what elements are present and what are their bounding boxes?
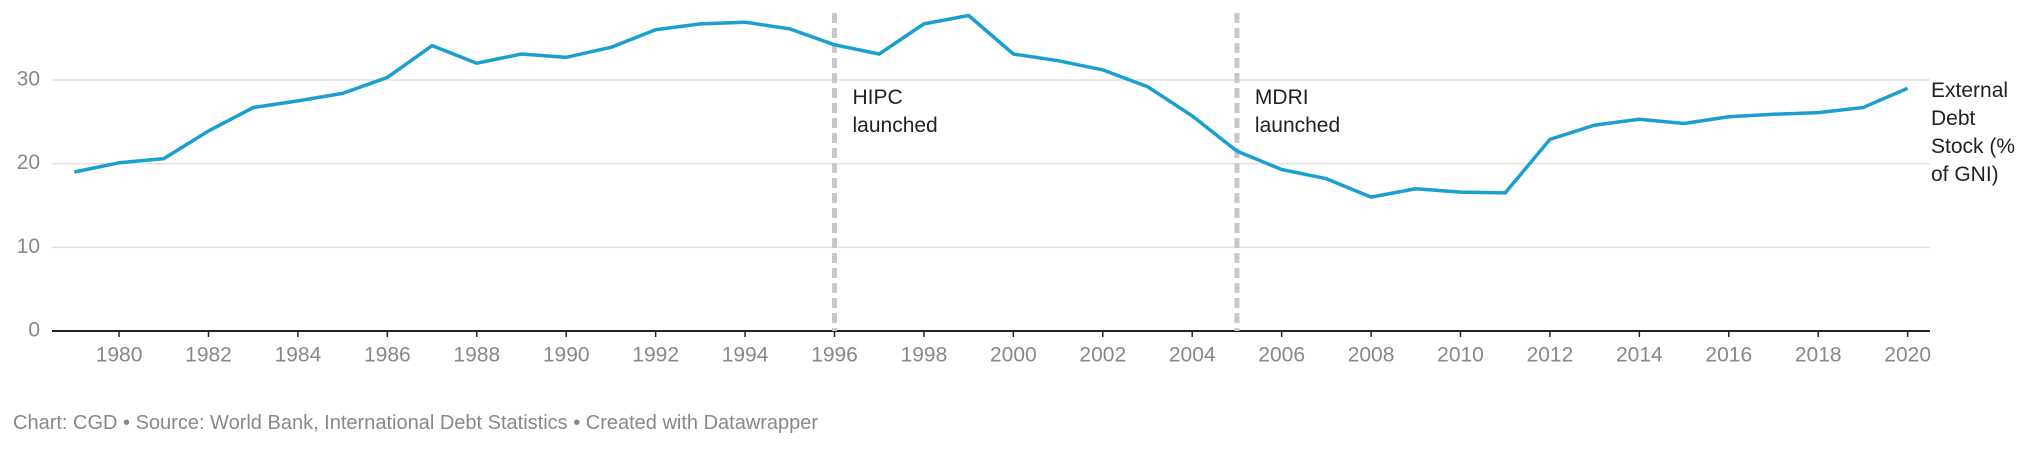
y-tick-label: 20	[17, 151, 40, 174]
x-tick-label: 2020	[1884, 344, 1931, 367]
x-tick-label: 1988	[453, 344, 500, 367]
x-tick-label: 2000	[990, 344, 1037, 367]
x-tick-label: 2016	[1705, 344, 1752, 367]
series-label: External Debt Stock (% of GNI)	[1931, 79, 2016, 186]
x-tick-label: 2004	[1169, 344, 1216, 367]
x-tick-label: 2008	[1348, 344, 1395, 367]
x-tick-label: 2010	[1437, 344, 1484, 367]
x-tick-label: 1992	[632, 344, 679, 367]
x-tick-label: 1994	[722, 344, 769, 367]
x-tick-label: 2014	[1616, 344, 1663, 367]
annotation-label: MDRI launched	[1254, 86, 1341, 137]
x-tick-label: 2012	[1527, 344, 1574, 367]
x-tick-label: 1984	[275, 344, 322, 367]
annotation-label: HIPC launched	[852, 86, 938, 137]
x-tick-label: 2002	[1079, 344, 1126, 367]
x-tick-label: 2006	[1258, 344, 1305, 367]
x-tick-label: 1998	[901, 344, 948, 367]
x-tick-label: 1980	[96, 344, 143, 367]
x-tick-label: 1982	[185, 344, 232, 367]
x-tick-label: 1996	[811, 344, 858, 367]
y-tick-label: 10	[17, 235, 40, 258]
x-tick-label: 1986	[364, 344, 411, 367]
line	[74, 13, 1909, 199]
y-tick-label: 30	[17, 67, 40, 90]
footer: Chart: CGD • Source: World Bank, Interna…	[13, 412, 819, 434]
x-tick-label: 2018	[1795, 344, 1842, 367]
x-tick-label: 1990	[543, 344, 590, 367]
y-tick-label: 0	[28, 319, 40, 342]
